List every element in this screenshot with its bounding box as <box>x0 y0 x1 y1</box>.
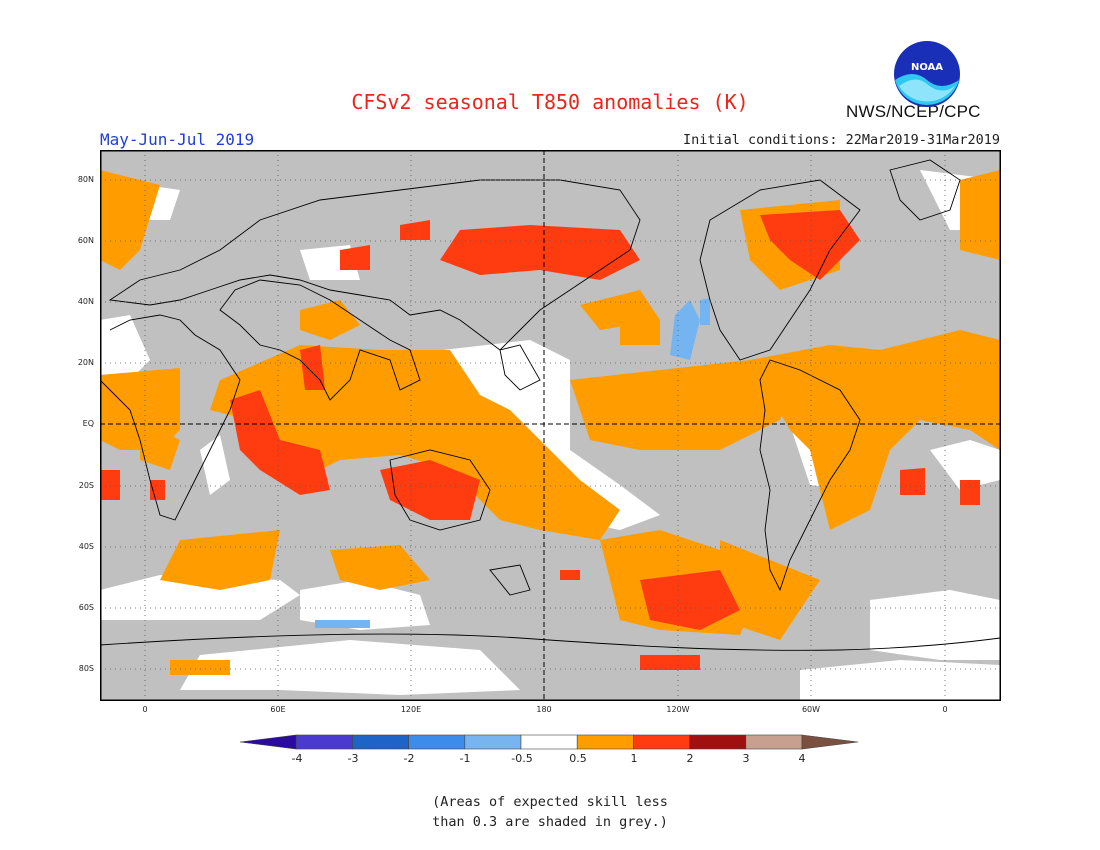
colorbar-swatch <box>240 734 297 750</box>
lat-label: 20S <box>78 481 94 490</box>
colorbar-label: 0.5 <box>569 752 587 765</box>
reference-lines <box>100 150 1000 700</box>
colorbar <box>240 734 859 750</box>
cool-anomaly-regions <box>315 298 710 628</box>
lon-label: 60W <box>801 705 821 714</box>
lat-label: 80S <box>78 664 94 673</box>
lat-label: 80N <box>77 175 94 184</box>
colorbar-swatch <box>352 734 409 750</box>
graticule <box>100 150 1000 700</box>
lon-label: 0 <box>942 705 948 714</box>
colorbar-swatch <box>801 734 859 750</box>
lat-label: 60N <box>77 236 94 245</box>
lat-label: 20N <box>77 358 94 367</box>
lat-label: 60S <box>78 603 94 612</box>
skill-note-line: (Areas of expected skill less <box>432 794 668 810</box>
colorbar-label: -0.5 <box>511 752 533 765</box>
colorbar-swatch <box>633 734 690 750</box>
colorbar-swatch <box>745 734 803 750</box>
svg-text:NOAA: NOAA <box>911 62 943 73</box>
colorbar-label: -3 <box>347 752 359 765</box>
map-frame <box>100 150 1001 701</box>
lat-label: 40S <box>78 542 94 551</box>
colorbar-swatch <box>689 734 747 750</box>
colorbar-swatch <box>520 734 578 750</box>
colorbar-label: 1 <box>630 752 638 765</box>
initial-conditions-label: Initial conditions: 22Mar2019-31Mar2019 <box>683 132 1000 148</box>
season-label: May-Jun-Jul 2019 <box>100 130 255 149</box>
colorbar-label: 3 <box>742 752 750 765</box>
lon-label: 0 <box>142 705 148 714</box>
skill-note-line: than 0.3 are shaded in grey.) <box>432 814 668 830</box>
colorbar-label: 2 <box>686 752 694 765</box>
colorbar-label: 4 <box>798 752 806 765</box>
chart-title: CFSv2 seasonal T850 anomalies (K) <box>351 90 749 114</box>
colorbar-label: -4 <box>291 752 303 765</box>
colorbar-label: -2 <box>403 752 415 765</box>
lat-label: EQ <box>82 419 94 428</box>
world-map <box>100 150 1001 701</box>
colorbar-label: -1 <box>459 752 471 765</box>
coastlines <box>100 159 1001 651</box>
lat-label: 40N <box>77 297 94 306</box>
strong-warm-anomaly-regions <box>100 210 980 670</box>
lon-label: 60E <box>270 705 286 714</box>
noaa-logo-icon: NOAA <box>894 41 960 107</box>
colorbar-swatch <box>408 734 466 750</box>
colorbar-swatch <box>464 734 522 750</box>
agency-label: NWS/NCEP/CPC <box>846 102 981 121</box>
skill-note: (Areas of expected skill less than 0.3 a… <box>0 792 1100 832</box>
lon-label: 120E <box>400 705 422 714</box>
lon-label: 120W <box>666 705 690 714</box>
colorbar-swatch <box>576 734 634 750</box>
colorbar-swatch <box>295 734 353 750</box>
lon-label: 180 <box>536 705 552 714</box>
